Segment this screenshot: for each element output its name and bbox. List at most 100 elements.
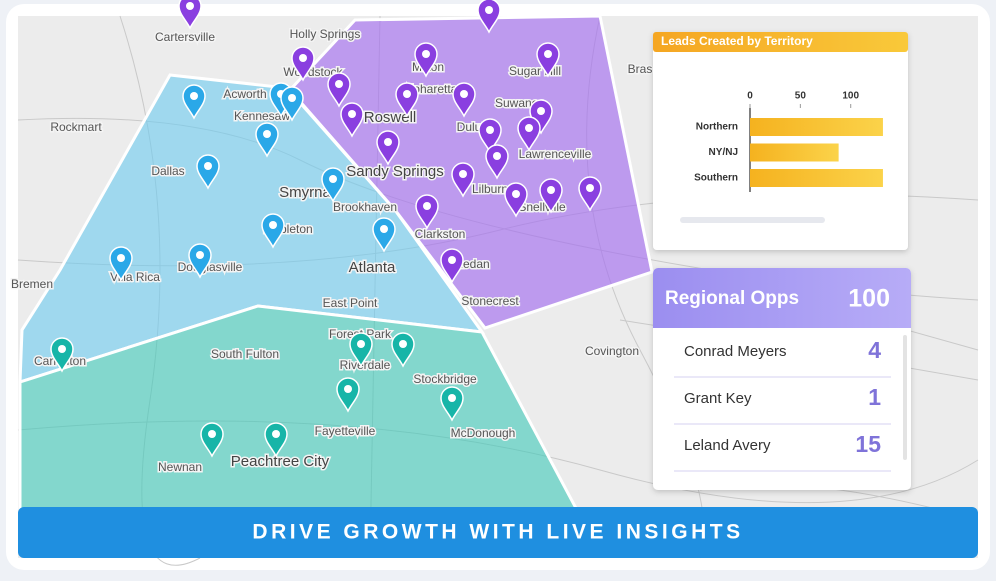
map-pin — [376, 130, 400, 166]
map-pin — [321, 167, 345, 203]
map-pin — [200, 422, 224, 458]
city-label: Peachtree City — [231, 453, 330, 470]
x-tick-label: 100 — [842, 91, 859, 102]
x-tick-label: 0 — [747, 91, 753, 102]
map-pin-dot — [493, 152, 501, 160]
map-pin — [291, 46, 315, 82]
city-label: Roswell — [364, 109, 417, 126]
city-label: Brookhaven — [333, 200, 397, 214]
map-pin-dot — [586, 184, 594, 192]
city-label: Riverdale — [340, 358, 391, 372]
map-pin — [255, 122, 279, 158]
pins — [50, 0, 602, 458]
card-header — [653, 32, 908, 52]
map-pin — [477, 0, 501, 34]
map-pin-dot — [329, 175, 337, 183]
map-pin-dot — [384, 138, 392, 146]
city-label: Rockmart — [50, 120, 102, 134]
map-pin — [415, 194, 439, 230]
map-pin — [578, 176, 602, 212]
map-pin-dot — [537, 107, 545, 115]
map-pin-dot — [403, 90, 411, 98]
map-pin-dot — [344, 385, 352, 393]
city-label: Lawrenceville — [519, 147, 592, 161]
city-label: McDonough — [451, 426, 516, 440]
opps-total: 100 — [848, 285, 890, 313]
map-pin-dot — [204, 162, 212, 170]
map-pin-dot — [299, 54, 307, 62]
map-pin — [372, 217, 396, 253]
map-pin — [109, 246, 133, 282]
territory-south — [18, 304, 581, 514]
map-pin — [327, 72, 351, 108]
map-pin-dot — [459, 170, 467, 178]
map-pin — [336, 377, 360, 413]
city-label: Holly Springs — [290, 27, 361, 41]
banner — [18, 507, 978, 558]
map-pin — [485, 144, 509, 180]
map-pin-dot — [190, 92, 198, 100]
map-pin-dot — [196, 251, 204, 259]
y-tick-label: NY/NJ — [709, 147, 738, 158]
map-pin-dot — [58, 345, 66, 353]
map-pin-dot — [269, 221, 277, 229]
opp-name: Leland Avery — [684, 437, 771, 454]
scrollbar — [680, 217, 825, 223]
y-tick-label: Northern — [696, 122, 738, 133]
map-pin — [264, 422, 288, 458]
city-label: Cartersville — [155, 30, 215, 44]
map-pin — [440, 386, 464, 422]
map-pin-dot — [288, 94, 296, 102]
map-pin — [50, 337, 74, 373]
map-pin — [349, 332, 373, 368]
map-pin — [451, 162, 475, 198]
map-pin-dot — [547, 186, 555, 194]
city-label: Fayetteville — [315, 424, 376, 438]
map-pin-dot — [486, 126, 494, 134]
city-label: Sandy Springs — [346, 163, 444, 180]
city-label: Stonecrest — [461, 294, 519, 308]
map-pin-dot — [448, 394, 456, 402]
opp-value: 1 — [868, 384, 881, 410]
banner-text: DRIVE GROWTH WITH LIVE INSIGHTS — [252, 521, 743, 544]
map-pin-dot — [380, 225, 388, 233]
map-pin — [414, 42, 438, 78]
map-pin — [504, 182, 528, 218]
opp-name: Grant Key — [684, 390, 752, 407]
map-pin-dot — [544, 50, 552, 58]
city-label: Dallas — [151, 164, 184, 178]
opps-title: Regional Opps — [665, 288, 799, 309]
map-pin — [182, 84, 206, 120]
opps-list: Conrad Meyers 4 Grant Key 1 Leland Avery 15 — [674, 337, 891, 472]
scrollbar — [903, 335, 907, 460]
map-pin-dot — [460, 90, 468, 98]
city-label: East Point — [323, 296, 378, 310]
map-pin-dot — [186, 2, 194, 10]
city-label: South Fulton — [211, 347, 279, 361]
map-pin-dot — [422, 50, 430, 58]
map-pin-dot — [348, 110, 356, 118]
map-pin — [452, 82, 476, 118]
bar — [750, 143, 839, 162]
city-label: Bremen — [11, 277, 53, 291]
map-pin — [539, 178, 563, 214]
city-label: Douglasville — [178, 260, 243, 274]
map-pin-dot — [512, 190, 520, 198]
city-label: Bras — [628, 62, 653, 76]
y-tick-label: Southern — [694, 173, 738, 184]
card — [653, 32, 908, 250]
map-pin — [536, 42, 560, 78]
city-label: Snellville — [518, 200, 566, 214]
map-pin — [261, 213, 285, 249]
city-label: Acworth — [223, 87, 266, 101]
leads-card — [653, 32, 908, 250]
map-pin-dot — [448, 256, 456, 264]
bar — [750, 118, 883, 136]
map-pin — [340, 102, 364, 138]
map-pin — [395, 82, 419, 118]
map-pin-dot — [272, 430, 280, 438]
map-pin — [188, 243, 212, 279]
city-label: Covington — [585, 344, 639, 358]
bar-chart: 0 50 100 Northern NY/NJ Southern — [694, 91, 883, 192]
